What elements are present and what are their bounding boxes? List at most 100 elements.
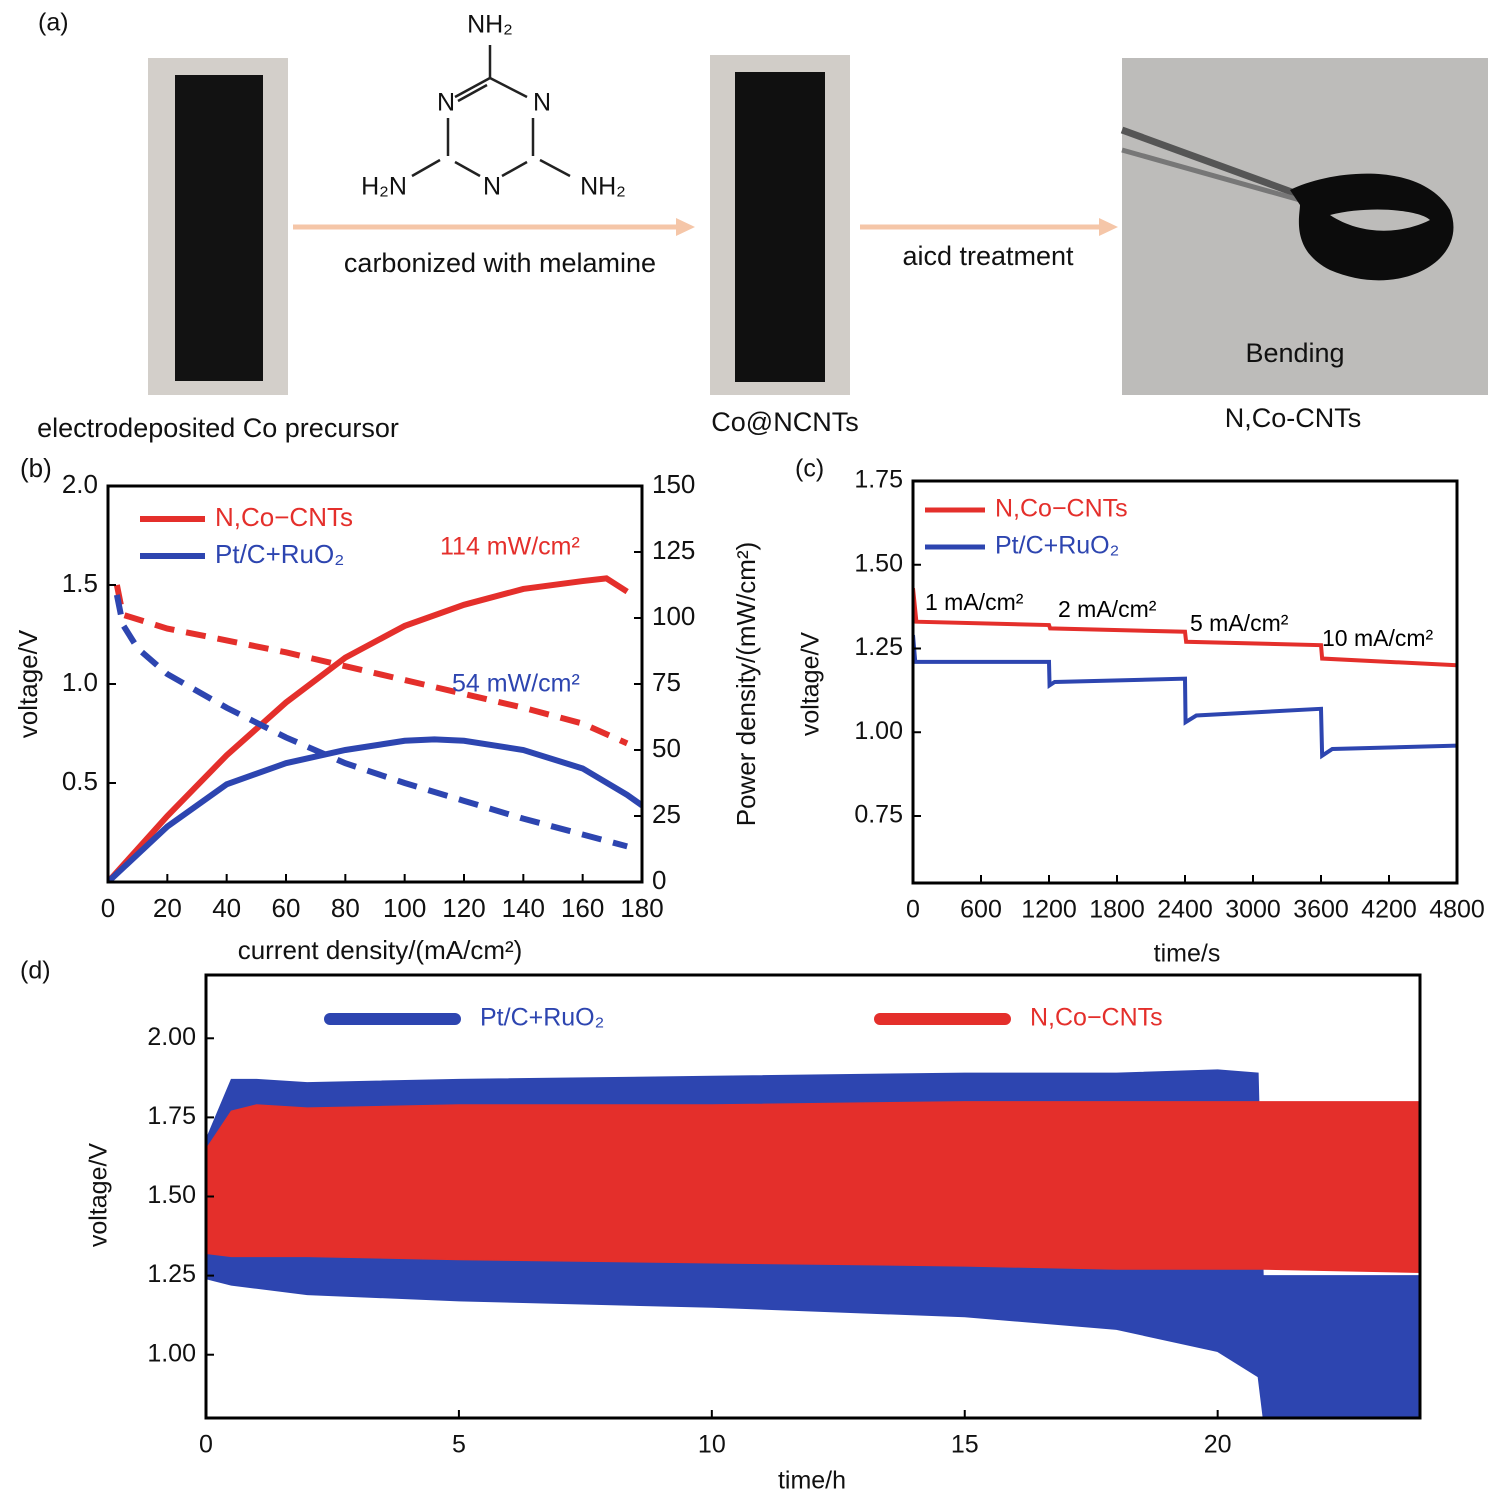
band xyxy=(206,1101,1420,1273)
step-label: N,Co-CNTs xyxy=(1225,403,1362,433)
x-tick-label: 100 xyxy=(383,893,426,923)
x-tick-label: 60 xyxy=(272,893,301,923)
line xyxy=(108,575,629,882)
plot-frame xyxy=(106,484,644,884)
tweezers xyxy=(1120,126,1302,199)
annotation: 5 mA/cm² xyxy=(1190,610,1289,636)
y-axis-label: voltage/V xyxy=(85,1143,113,1248)
y-tick-label: 2.0 xyxy=(62,469,98,499)
y-tick-label: 1.75 xyxy=(147,1102,196,1130)
panel-label: (c) xyxy=(795,455,824,483)
x-tick-label: 5 xyxy=(452,1431,466,1459)
arrow-label: aicd treatment xyxy=(902,241,1074,271)
arrow-head xyxy=(1099,218,1118,236)
y-tick-label: 1.00 xyxy=(854,717,903,745)
plot-area xyxy=(206,1069,1420,1418)
y2-axis-label: Power density/(mW/cm²) xyxy=(731,542,761,827)
y-axis-label: voltage/V xyxy=(13,629,43,738)
legend-label: N,Co−CNTs xyxy=(215,502,353,532)
line xyxy=(108,736,642,882)
panel-label: (b) xyxy=(20,453,52,483)
y-axis-label: voltage/V xyxy=(797,632,825,737)
x-tick-label: 80 xyxy=(331,893,360,923)
y-tick-label: 1.50 xyxy=(854,549,903,577)
atom: H₂N xyxy=(361,173,407,201)
annotation: 10 mA/cm² xyxy=(1322,625,1434,651)
x-tick-label: 120 xyxy=(442,893,485,923)
x-tick-label: 600 xyxy=(960,896,1002,924)
y-tick-label: 1.25 xyxy=(854,633,903,661)
y2-tick-label: 0 xyxy=(652,865,666,895)
sample xyxy=(175,75,263,381)
x-tick-label: 3600 xyxy=(1293,896,1349,924)
legend-label: Pt/C+RuO₂ xyxy=(215,539,344,569)
x-tick-label: 0 xyxy=(199,1431,213,1459)
y-tick-label: 2.00 xyxy=(147,1023,196,1051)
y2-tick-label: 125 xyxy=(652,535,695,565)
panel-label: (d) xyxy=(20,957,51,985)
step-label: Co@NCNTs xyxy=(711,407,858,437)
y-tick-label: 0.5 xyxy=(62,766,98,796)
x-tick-label: 140 xyxy=(502,893,545,923)
atom: N xyxy=(483,173,501,201)
x-axis-label: current density/(mA/cm²) xyxy=(238,935,523,965)
atom: NH₂ xyxy=(467,11,513,39)
x-tick-label: 20 xyxy=(153,893,182,923)
x-tick-label: 10 xyxy=(698,1431,726,1459)
y2-tick-label: 150 xyxy=(652,469,695,499)
plot-area xyxy=(913,587,1457,760)
x-tick-label: 160 xyxy=(561,893,604,923)
y-tick-label: 1.75 xyxy=(854,466,903,494)
atom: NH₂ xyxy=(580,173,626,201)
x-tick-label: 0 xyxy=(101,893,115,923)
annotation: 1 mA/cm² xyxy=(925,589,1024,615)
x-tick-label: 1200 xyxy=(1021,896,1077,924)
arrow-head xyxy=(676,218,695,236)
x-tick-label: 20 xyxy=(1204,1431,1232,1459)
annotation: 54 mW/cm² xyxy=(452,670,580,698)
tweezers xyxy=(1121,147,1301,203)
legend-label: Pt/C+RuO₂ xyxy=(480,1004,604,1032)
line xyxy=(913,634,1457,760)
annotation: 114 mW/cm² xyxy=(440,533,580,561)
plot-area xyxy=(108,575,642,882)
y-tick-label: 1.0 xyxy=(62,667,98,697)
x-tick-label: 15 xyxy=(951,1431,979,1459)
y-tick-label: 1.5 xyxy=(62,568,98,598)
line xyxy=(913,587,1457,668)
photo-annotation: Bending xyxy=(1245,338,1344,368)
atom: N xyxy=(437,89,455,117)
y2-tick-label: 50 xyxy=(652,733,681,763)
y-tick-label: 1.50 xyxy=(147,1181,196,1209)
x-tick-label: 1800 xyxy=(1089,896,1145,924)
dashed-line xyxy=(113,584,629,747)
x-axis-label: time/s xyxy=(1154,940,1221,968)
x-axis-label: time/h xyxy=(778,1467,846,1495)
x-tick-label: 3000 xyxy=(1225,896,1281,924)
x-tick-label: 40 xyxy=(212,893,241,923)
plot-frame xyxy=(204,973,1422,1420)
x-tick-label: 180 xyxy=(620,893,663,923)
y-tick-label: 0.75 xyxy=(854,801,903,829)
plot-frame xyxy=(911,479,1459,885)
bent-sample xyxy=(1290,173,1454,281)
x-tick-label: 4200 xyxy=(1361,896,1417,924)
dashed-line xyxy=(113,594,628,850)
y2-tick-label: 25 xyxy=(652,799,681,829)
x-tick-label: 0 xyxy=(906,896,920,924)
legend-label: Pt/C+RuO₂ xyxy=(995,532,1119,560)
sample xyxy=(735,72,825,382)
arrow-label: carbonized with melamine xyxy=(344,248,656,278)
legend-label: N,Co−CNTs xyxy=(1030,1004,1163,1032)
annotation: 2 mA/cm² xyxy=(1058,596,1157,622)
melamine-ring xyxy=(411,45,571,178)
step-label: electrodeposited Co precursor xyxy=(37,413,399,443)
panel-label: (a) xyxy=(38,9,69,37)
x-tick-label: 4800 xyxy=(1429,896,1485,924)
y2-tick-label: 100 xyxy=(652,601,695,631)
atom: N xyxy=(533,89,551,117)
y-tick-label: 1.00 xyxy=(147,1339,196,1367)
y-tick-label: 1.25 xyxy=(147,1260,196,1288)
